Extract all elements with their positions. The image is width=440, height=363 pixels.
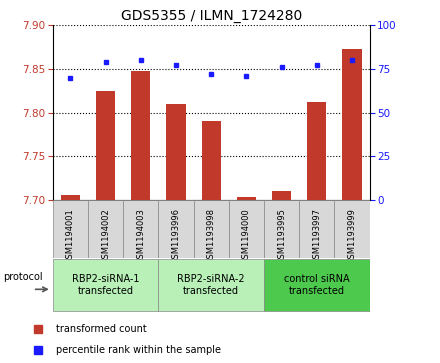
- Bar: [123, 200, 158, 258]
- Bar: [61, 195, 80, 200]
- Bar: [158, 200, 194, 258]
- Text: control siRNA
transfected: control siRNA transfected: [284, 274, 350, 296]
- Text: RBP2-siRNA-1
transfected: RBP2-siRNA-1 transfected: [72, 274, 139, 296]
- Bar: [237, 197, 256, 200]
- Bar: [264, 200, 299, 258]
- Bar: [194, 200, 229, 258]
- Bar: [342, 49, 362, 200]
- Bar: [264, 259, 370, 311]
- Bar: [307, 102, 326, 200]
- Bar: [272, 191, 291, 200]
- Text: transformed count: transformed count: [56, 324, 147, 334]
- Bar: [131, 71, 150, 200]
- Text: GSM1194003: GSM1194003: [136, 208, 145, 264]
- Bar: [334, 200, 370, 258]
- Text: GSM1193999: GSM1193999: [348, 208, 356, 264]
- Text: GSM1193998: GSM1193998: [207, 208, 216, 264]
- Bar: [96, 91, 115, 200]
- Text: protocol: protocol: [3, 272, 42, 282]
- Text: GSM1194000: GSM1194000: [242, 208, 251, 264]
- Bar: [53, 259, 158, 311]
- Bar: [202, 121, 221, 200]
- Text: GSM1193996: GSM1193996: [172, 208, 180, 264]
- Bar: [53, 200, 88, 258]
- Text: percentile rank within the sample: percentile rank within the sample: [56, 345, 221, 355]
- Bar: [88, 200, 123, 258]
- Text: GSM1194001: GSM1194001: [66, 208, 75, 264]
- Title: GDS5355 / ILMN_1724280: GDS5355 / ILMN_1724280: [121, 9, 302, 23]
- Text: GSM1193995: GSM1193995: [277, 208, 286, 264]
- Bar: [229, 200, 264, 258]
- Text: GSM1194002: GSM1194002: [101, 208, 110, 264]
- Text: GSM1193997: GSM1193997: [312, 208, 321, 264]
- Text: RBP2-siRNA-2
transfected: RBP2-siRNA-2 transfected: [177, 274, 245, 296]
- Bar: [299, 200, 334, 258]
- Bar: [166, 104, 186, 200]
- Bar: [158, 259, 264, 311]
